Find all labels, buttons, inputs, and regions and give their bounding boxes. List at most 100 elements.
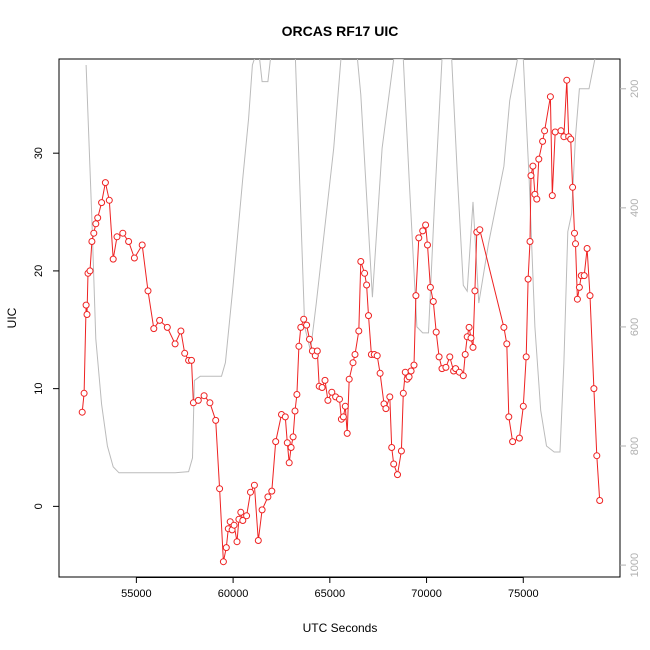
uic-data-point (551, 128, 559, 136)
uic-data-point (546, 93, 554, 101)
uic-data-point (410, 361, 418, 369)
uic-data-point (563, 76, 571, 84)
uic-data-point (82, 301, 90, 309)
uic-data-point (194, 396, 202, 404)
uic-data-point (567, 135, 575, 143)
uic-data-point (88, 238, 96, 245)
uic-data-point (572, 240, 579, 248)
uic-data-point (541, 127, 549, 135)
uic-data-point (86, 267, 94, 275)
x-tick-label: 55000 (121, 588, 152, 600)
uic-data-point (254, 537, 262, 544)
uic-data-point (365, 312, 372, 320)
secondary-y-tick-label: 400 (629, 199, 641, 217)
uic-data-point (415, 234, 423, 242)
uic-data-point (586, 292, 594, 300)
uic-data-point (90, 229, 98, 237)
uic-data-point (113, 233, 121, 241)
uic-data-point (435, 353, 443, 361)
uic-data-point (318, 384, 326, 391)
uic-data-point (239, 517, 247, 524)
uic-data-point (119, 229, 127, 237)
uic-data-point (533, 195, 541, 203)
uic-data-point (399, 389, 407, 397)
uic-data-point (535, 155, 543, 163)
uic-data-point (397, 447, 405, 455)
uic-data-point (419, 227, 427, 235)
uic-data-point (426, 283, 434, 291)
uic-data-point (467, 334, 475, 342)
uic-data-point (527, 172, 535, 180)
uic-data-point (233, 538, 241, 546)
uic-data-point (177, 327, 185, 335)
uic-data-point (529, 162, 537, 170)
uic-data-point (80, 389, 88, 397)
secondary-y-tick-label: 600 (629, 318, 641, 336)
uic-data-point (283, 439, 291, 447)
uic-data-point (188, 356, 195, 364)
uic-data-point (349, 359, 357, 367)
uic-data-point (328, 388, 336, 396)
uic-data-point (539, 137, 547, 145)
uic-data-point (596, 497, 604, 504)
uic-data-point (200, 392, 208, 400)
uic-data-point (343, 429, 351, 437)
uic-data-point (376, 369, 384, 377)
uic-data-point (130, 254, 138, 262)
uic-data-point (571, 229, 578, 237)
uic-data-point (181, 349, 189, 357)
uic-data-point (593, 452, 601, 460)
uic-data-point (171, 340, 179, 348)
secondary-y-axis: 200 400 600 800 1000 (620, 80, 641, 577)
y-tick-label: 30 (33, 147, 45, 159)
y-tick-label: 0 (33, 503, 45, 509)
uic-data-point (306, 335, 313, 343)
uic-data-point (78, 408, 86, 416)
y-tick-label: 20 (33, 265, 45, 277)
uic-data-point (150, 325, 158, 333)
uic-data-point (461, 351, 469, 358)
uic-data-point (432, 328, 440, 336)
uic-data-point (163, 323, 171, 331)
y-axis: 0 10 20 30 (33, 147, 59, 509)
y-axis-label: UIC (5, 307, 19, 328)
uic-data-point (291, 407, 299, 415)
uic-data-point (469, 343, 477, 351)
uic-series-layer (78, 76, 604, 566)
plot-box (58, 58, 621, 578)
uic-data-point (287, 444, 295, 451)
secondary-series-line (85, 59, 596, 474)
x-tick-label: 60000 (218, 588, 249, 600)
uic-data-point (289, 433, 297, 441)
uic-data-point (247, 488, 254, 496)
uic-data-point (424, 241, 431, 249)
uic-data-point (390, 460, 398, 468)
secondary-y-tick-label: 800 (629, 437, 641, 455)
uic-data-point (156, 316, 164, 324)
uic-data-point (583, 245, 591, 252)
uic-data-point (405, 373, 413, 381)
uic-data-point (345, 375, 353, 383)
uic-data-point (363, 281, 371, 289)
uic-data-point (92, 220, 100, 228)
uic-data-point (569, 183, 577, 191)
uic-data-point (465, 323, 473, 331)
uic-data-point (590, 385, 598, 393)
uic-data-point (268, 487, 276, 495)
uic-data-point (422, 221, 430, 229)
uic-data-point (386, 393, 394, 401)
uic-data-point (505, 413, 513, 421)
uic-data-point (526, 238, 534, 245)
x-tick-label: 65000 (315, 588, 346, 600)
uic-data-point (216, 485, 224, 493)
x-tick-label: 75000 (508, 588, 539, 600)
secondary-y-tick-label: 200 (629, 80, 641, 98)
uic-data-point (522, 353, 530, 361)
uic-data-point (573, 295, 581, 303)
uic-data-point (109, 255, 117, 263)
x-axis-label: UTC Seconds (303, 621, 378, 635)
secondary-series-layer (85, 59, 596, 474)
uic-data-point (243, 512, 251, 520)
uic-data-point (407, 367, 415, 375)
